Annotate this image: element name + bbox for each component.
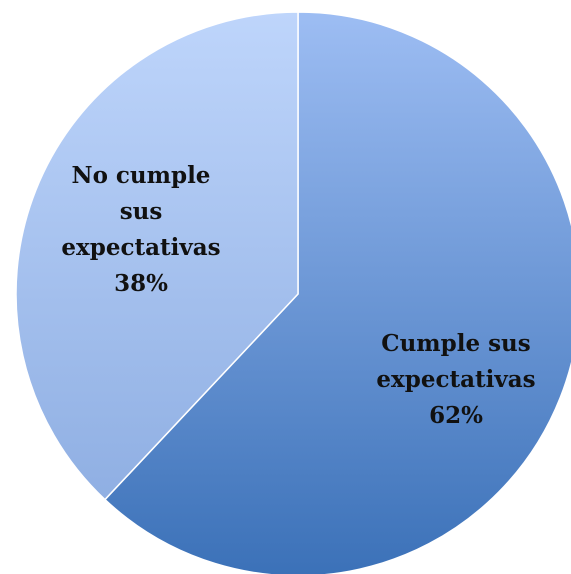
pie-data-label-text: No cumple [72,162,211,189]
pie-label-no-cumple: No cumple sus expectativas 38% [61,162,220,297]
pie-data-label-text: Cumple sus [381,330,530,357]
pie-data-label-text: expectativas [61,234,220,261]
pie-label-cumple: Cumple sus expectativas 62% [376,330,535,429]
pie-data-label-percent: 62% [429,402,483,429]
pie-slice-cumple [103,11,571,574]
pie-slice-labels: Cumple sus expectativas 62% No cumple sus exp… [61,162,535,429]
pie-slice-no-cumple [15,11,299,501]
pie-data-label-percent: 38% [114,270,168,297]
pie-data-label-text: expectativas [376,366,535,393]
pie-data-label-text: sus [120,198,163,225]
pie-slices [15,11,571,574]
